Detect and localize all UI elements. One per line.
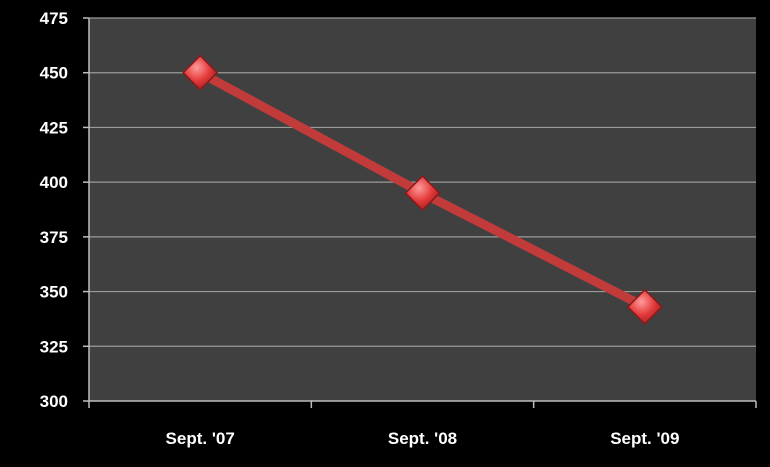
x-axis-tick-labels: Sept. '07 Sept. '08 Sept. '09 xyxy=(166,429,680,448)
y-axis-tick-labels: 300 325 350 375 400 425 450 475 xyxy=(40,9,68,411)
data-point-marker xyxy=(404,175,441,212)
y-tick-label: 300 xyxy=(40,392,68,411)
y-tick-label: 350 xyxy=(40,283,68,302)
axes xyxy=(83,17,757,408)
data-point-marker xyxy=(182,54,219,91)
y-tick-label: 425 xyxy=(40,118,68,137)
x-tick-label: Sept. '08 xyxy=(388,429,457,448)
y-tick-label: 450 xyxy=(40,64,68,83)
series-group xyxy=(182,54,663,325)
x-tick-label: Sept. '09 xyxy=(610,429,679,448)
y-tick-label: 325 xyxy=(40,337,68,356)
x-tick-label: Sept. '07 xyxy=(166,429,235,448)
data-point-marker xyxy=(626,288,663,325)
y-tick-label: 400 xyxy=(40,173,68,192)
y-tick-label: 475 xyxy=(40,9,68,28)
y-tick-label: 375 xyxy=(40,228,68,247)
